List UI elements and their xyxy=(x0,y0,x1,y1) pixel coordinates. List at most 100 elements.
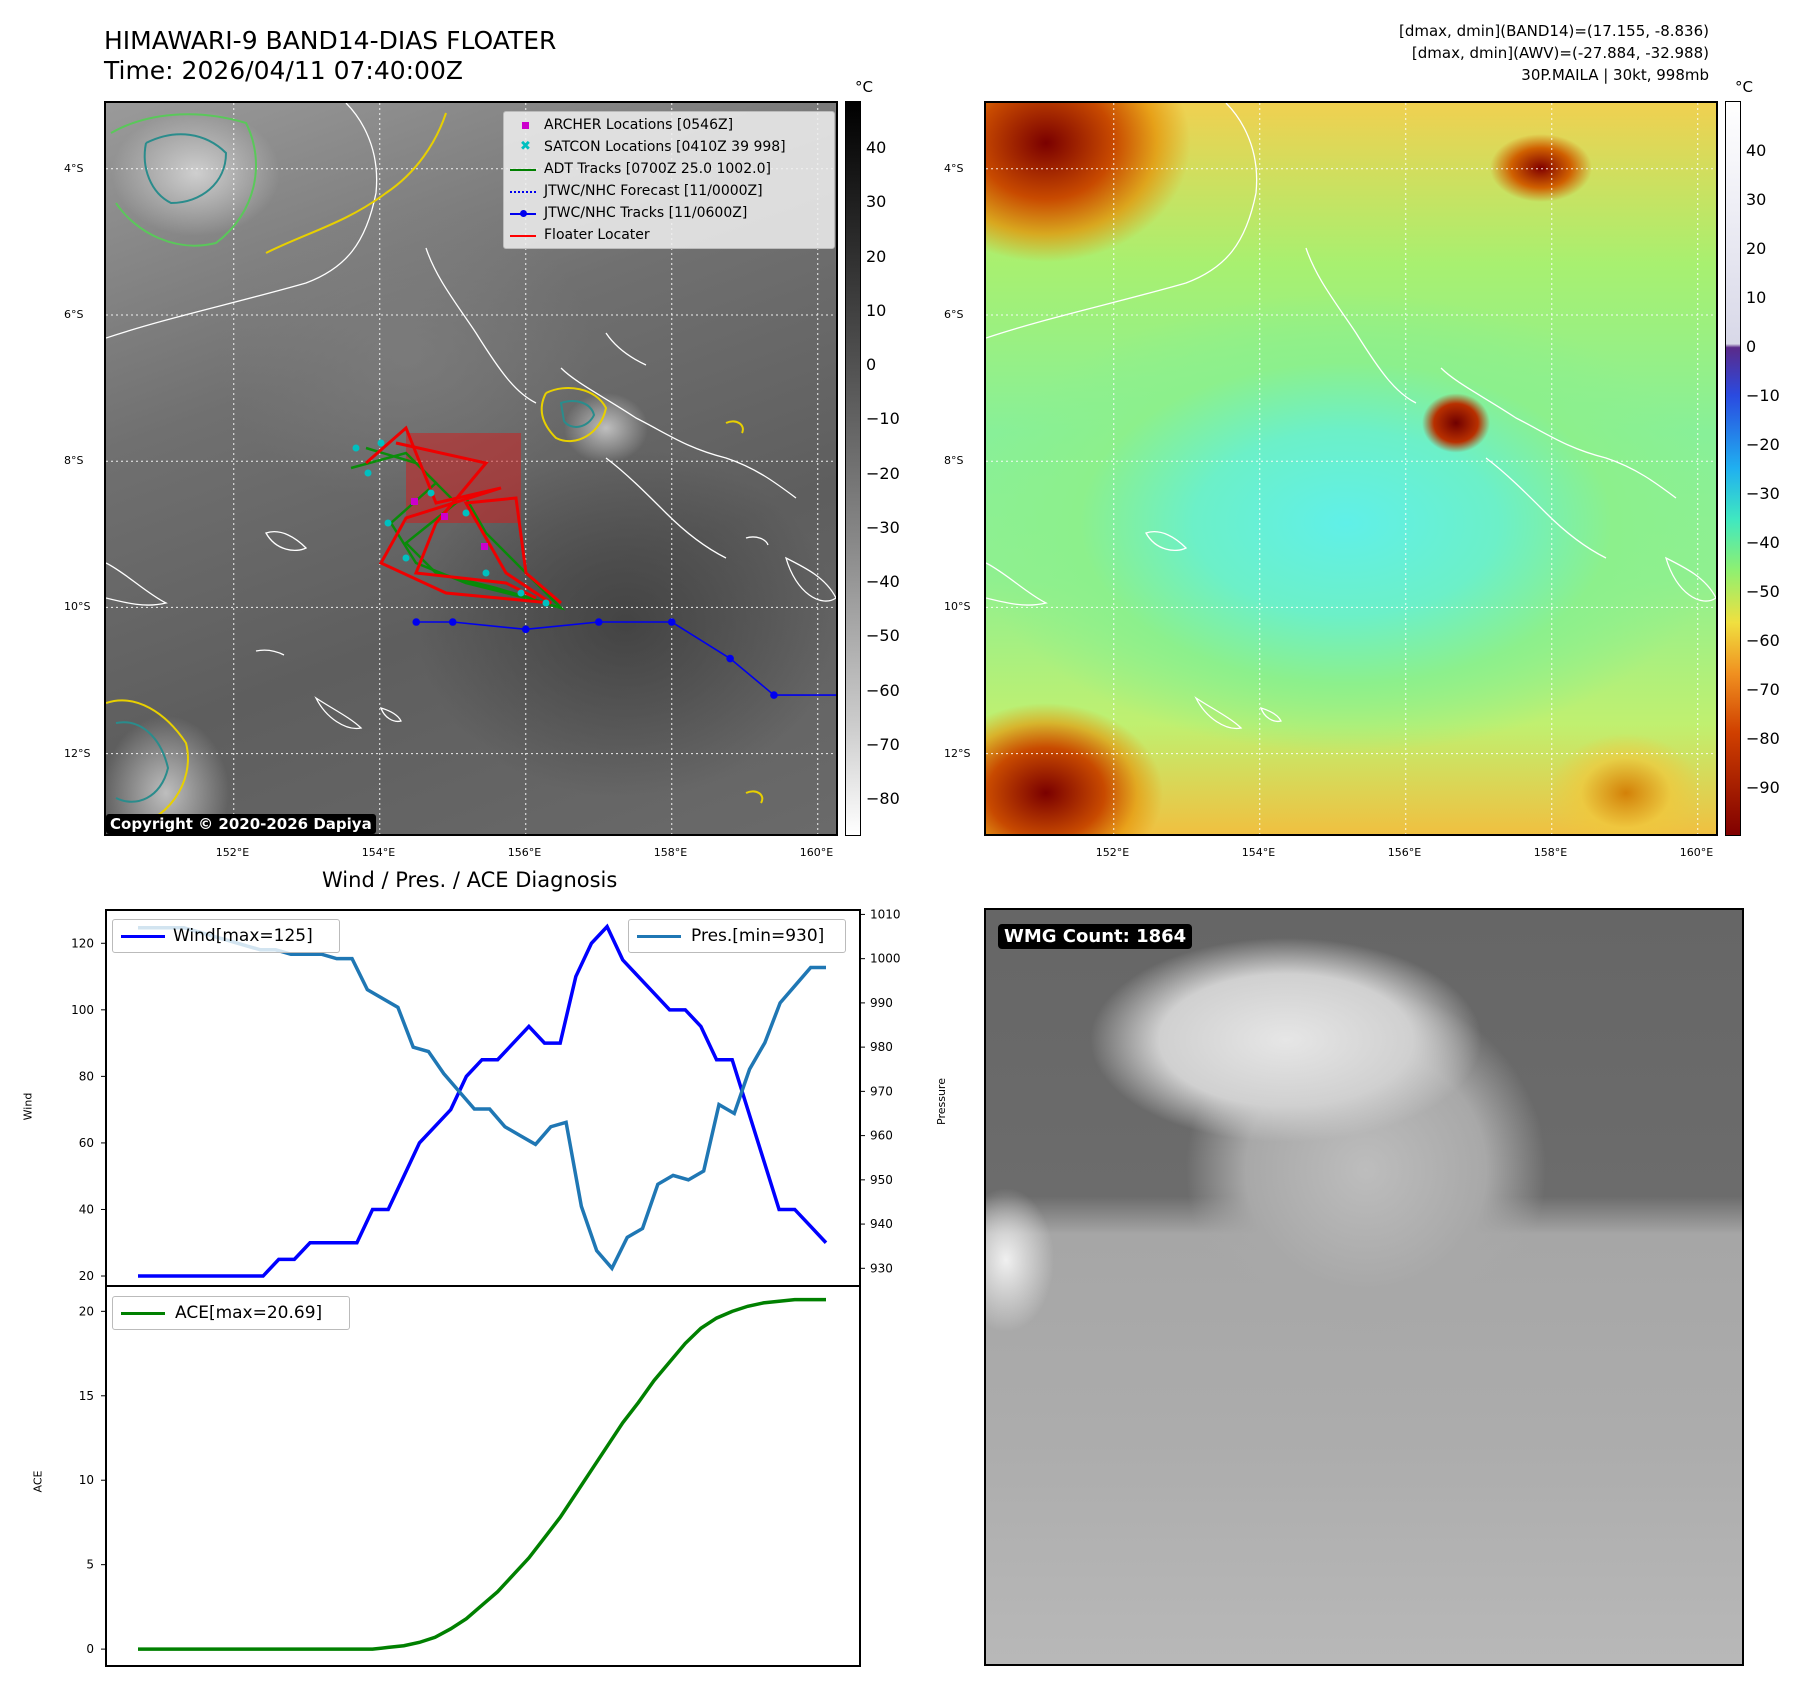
right-cbar-unit: °C xyxy=(1735,78,1753,96)
jtwc-track-point xyxy=(448,618,457,626)
solid-line-icon xyxy=(510,235,536,237)
solid-line-icon xyxy=(121,1312,165,1315)
pressure-tick-label: 950 xyxy=(870,1173,893,1187)
lon-tick-label: 154°E xyxy=(361,846,396,859)
colorbar-tick-label: −80 xyxy=(866,789,900,809)
dotted-line-icon xyxy=(510,191,536,193)
square-marker-icon xyxy=(522,122,529,129)
ace-chart: 0 5 10 15 20 xyxy=(79,1285,861,1667)
floater-locater-tracks xyxy=(365,425,562,605)
colorbar-tick-label: −40 xyxy=(866,572,900,592)
satcon-markers xyxy=(352,439,550,607)
colorbar-tick-label: 0 xyxy=(1746,337,1757,356)
colorbar-tick-label: 40 xyxy=(866,138,887,158)
colorbar-tick-label: 20 xyxy=(1746,239,1767,258)
wind-pressure-chart: 20 40 60 80 100 120 930 940 950 960 970 980 990 1000 1… xyxy=(71,907,901,1287)
jtwc-track-point xyxy=(521,625,530,634)
storm-info-text: 30P.MAILA | 30kt, 998mb xyxy=(1521,66,1709,84)
colorbar-tick-label: 0 xyxy=(866,355,877,375)
legend-item-pressure: Pres.[min=930] xyxy=(629,923,845,949)
pressure-tick-label: 970 xyxy=(870,1084,893,1098)
legend-item-satcon: ✖ SATCON Locations [0410Z 39 998] xyxy=(504,136,834,158)
ace-axis-label: ACE xyxy=(31,1470,45,1493)
pressure-tick-label: 1010 xyxy=(870,907,901,921)
jtwc-track-point xyxy=(835,694,836,697)
pressure-tick-label: 930 xyxy=(870,1261,893,1275)
colorbar-tick-label: 30 xyxy=(866,192,887,212)
colorbar-tick-label: −50 xyxy=(1746,582,1780,601)
colorbar-tick-label: 30 xyxy=(1746,190,1767,209)
floater-box xyxy=(406,433,521,523)
colorbar-tick-label: −70 xyxy=(1746,680,1780,699)
wmg-image-panel: WMG Count: 1864 xyxy=(984,908,1744,1666)
lon-tick-label: 152°E xyxy=(1095,846,1130,859)
colorbar-tick-label: −40 xyxy=(1746,533,1780,552)
pressure-legend: Pres.[min=930] xyxy=(628,919,846,953)
left-cbar-unit: °C xyxy=(855,78,873,96)
ace-legend: ACE[max=20.69] xyxy=(112,1296,350,1330)
colorbar-tick-label: −20 xyxy=(1746,435,1780,454)
wind-tick-label: 120 xyxy=(71,936,94,950)
colorbar-tick-label: −60 xyxy=(1746,631,1780,650)
awv-map-overlay xyxy=(986,103,1716,834)
solid-line-icon xyxy=(121,935,165,938)
colorbar-tick-label: −90 xyxy=(1746,778,1780,797)
lat-tick-label: 4°S xyxy=(64,161,84,175)
wind-tick-label: 80 xyxy=(79,1069,94,1083)
wind-pressure-frame xyxy=(105,909,861,1287)
colorbar-tick-label: −60 xyxy=(866,680,900,700)
jtwc-track-line xyxy=(416,621,836,696)
lat-tick-label: 4°S xyxy=(944,161,964,175)
colorbar-tick-label: 20 xyxy=(866,246,887,266)
colorbar-tick-label: 10 xyxy=(866,300,887,320)
adt-tracks xyxy=(350,446,566,611)
lon-tick-label: 158°E xyxy=(653,846,688,859)
lat-tick-label: 8°S xyxy=(64,454,84,468)
jtwc-track-point xyxy=(667,618,676,626)
colorbar-tick-label: 40 xyxy=(1746,141,1767,160)
archer-markers xyxy=(411,498,488,550)
ace-tick-label: 0 xyxy=(86,1642,94,1656)
wind-series-line xyxy=(138,923,828,1278)
pressure-axis-label: Pressure xyxy=(934,1078,948,1125)
legend-item-floater: Floater Locater xyxy=(504,224,834,246)
wind-legend: Wind[max=125] xyxy=(112,919,340,953)
lat-tick-label: 6°S xyxy=(64,307,84,321)
wind-tick-label: 20 xyxy=(79,1269,94,1283)
copyright-label: Copyright © 2020-2026 Dapiya xyxy=(106,814,376,834)
lat-tick-label: 12°S xyxy=(64,746,91,760)
lon-tick-label: 160°E xyxy=(799,846,834,859)
dmax-band14-text: [dmax, dmin](BAND14)=(17.155, -8.836) xyxy=(1398,22,1709,40)
colorbar-tick-label: 10 xyxy=(1746,288,1767,307)
solid-line-icon xyxy=(510,169,536,171)
wmg-count-label: WMG Count: 1864 xyxy=(998,924,1193,949)
coastlines xyxy=(986,103,1716,730)
diagnosis-title: Wind / Pres. / ACE Diagnosis xyxy=(322,868,618,892)
lon-tick-label: 156°E xyxy=(507,846,542,859)
wind-tick-label: 100 xyxy=(71,1003,94,1017)
pressure-tick-label: 980 xyxy=(870,1040,893,1054)
ace-series-line xyxy=(138,1297,826,1651)
wind-tick-label: 60 xyxy=(79,1136,94,1150)
colorbar-tick-label: −30 xyxy=(1746,484,1780,503)
lat-tick-label: 8°S xyxy=(944,454,964,468)
jtwc-track-point xyxy=(594,618,603,626)
lat-tick-label: 10°S xyxy=(944,600,971,614)
colorbar-tick-label: −70 xyxy=(866,734,900,754)
coastlines xyxy=(106,103,836,730)
wind-axis-label: Wind xyxy=(21,1092,35,1121)
ace-tick-label: 5 xyxy=(86,1558,94,1572)
awv-map-panel xyxy=(984,101,1718,836)
legend-item-jtwc-forecast: JTWC/NHC Forecast [11/0000Z] xyxy=(504,180,834,202)
map-gridlines xyxy=(986,103,1716,834)
legend-item-archer: ARCHER Locations [0546Z] xyxy=(504,114,834,136)
pressure-tick-label: 990 xyxy=(870,996,893,1010)
map-legend: ARCHER Locations [0546Z] ✖ SATCON Locati… xyxy=(503,111,835,249)
legend-item-jtwc-tracks: JTWC/NHC Tracks [11/0600Z] xyxy=(504,202,834,224)
colorbar-tick-label: −80 xyxy=(1746,729,1780,748)
ace-tick-label: 15 xyxy=(79,1389,94,1403)
jtwc-track-point xyxy=(412,618,421,626)
legend-item-ace: ACE[max=20.69] xyxy=(113,1300,349,1326)
dot-icon xyxy=(520,210,527,217)
legend-item-wind: Wind[max=125] xyxy=(113,923,339,949)
